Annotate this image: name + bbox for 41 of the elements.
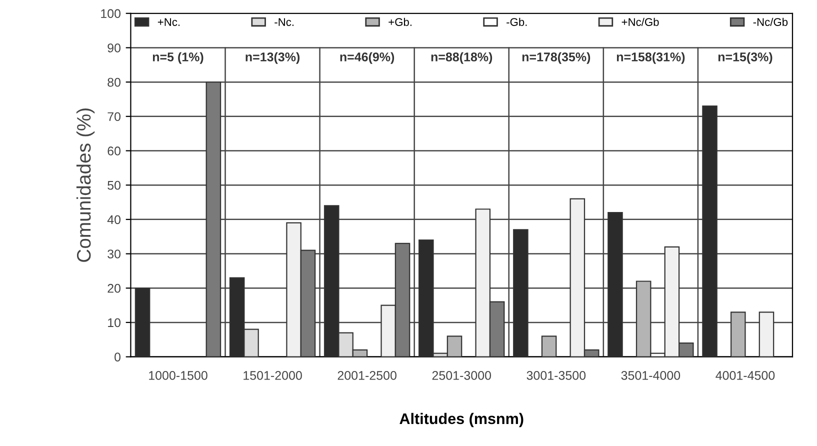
bar [702,106,718,357]
legend-label: +Nc. [158,18,180,26]
y-axis-title: Comunidades (%) [76,108,95,262]
annotation: n=13(3%) [246,52,300,64]
bar [206,82,222,357]
y-tick-label: 60 [108,146,121,156]
x-tick-label: 4001-4500 [716,371,775,380]
legend-label: -Nc. [274,18,294,26]
y-tick-label: 70 [108,112,121,122]
annotation: n=5 (1%) [152,52,204,64]
bar [513,229,528,357]
x-tick-label: 1000-1500 [149,371,208,380]
bar [541,336,557,357]
y-tick-label: 20 [108,284,121,293]
y-tick-label: 0 [114,352,121,362]
x-tick-label: 3001-3500 [526,371,586,380]
y-tick-label: 30 [108,250,121,258]
legend-label: -Gb. [506,18,527,26]
annotation: n=88(18%) [431,52,492,64]
legend-label: +Nc/Gb [622,18,659,26]
legend-label: -Nc/Gb [753,18,788,26]
legend-label: +Gb. [388,18,412,26]
bar [758,312,774,357]
x-tick-label: 2001-2500 [338,371,396,380]
y-tick-label: 50 [108,180,121,190]
x-tick-label: 1501-2000 [244,371,302,380]
annotation: n=178(35%) [522,52,590,64]
annotation: n=15(3%) [718,52,772,64]
bar [608,212,623,357]
y-tick-label: 80 [108,78,121,87]
bar [134,288,150,357]
annotation: n=46(9%) [340,52,394,64]
y-tick-label: 10 [108,318,121,328]
x-tick-label: 3501-4000 [621,371,680,380]
x-tick-label: 2501-3000 [432,371,492,380]
annotation: n=158(31%) [616,52,685,64]
y-tick-label: 100 [101,9,121,18]
y-tick-label: 40 [107,215,121,224]
y-tick-label: 90 [108,44,121,52]
bar [730,312,746,357]
x-axis-title: Altitudes (msnm) [400,412,524,428]
